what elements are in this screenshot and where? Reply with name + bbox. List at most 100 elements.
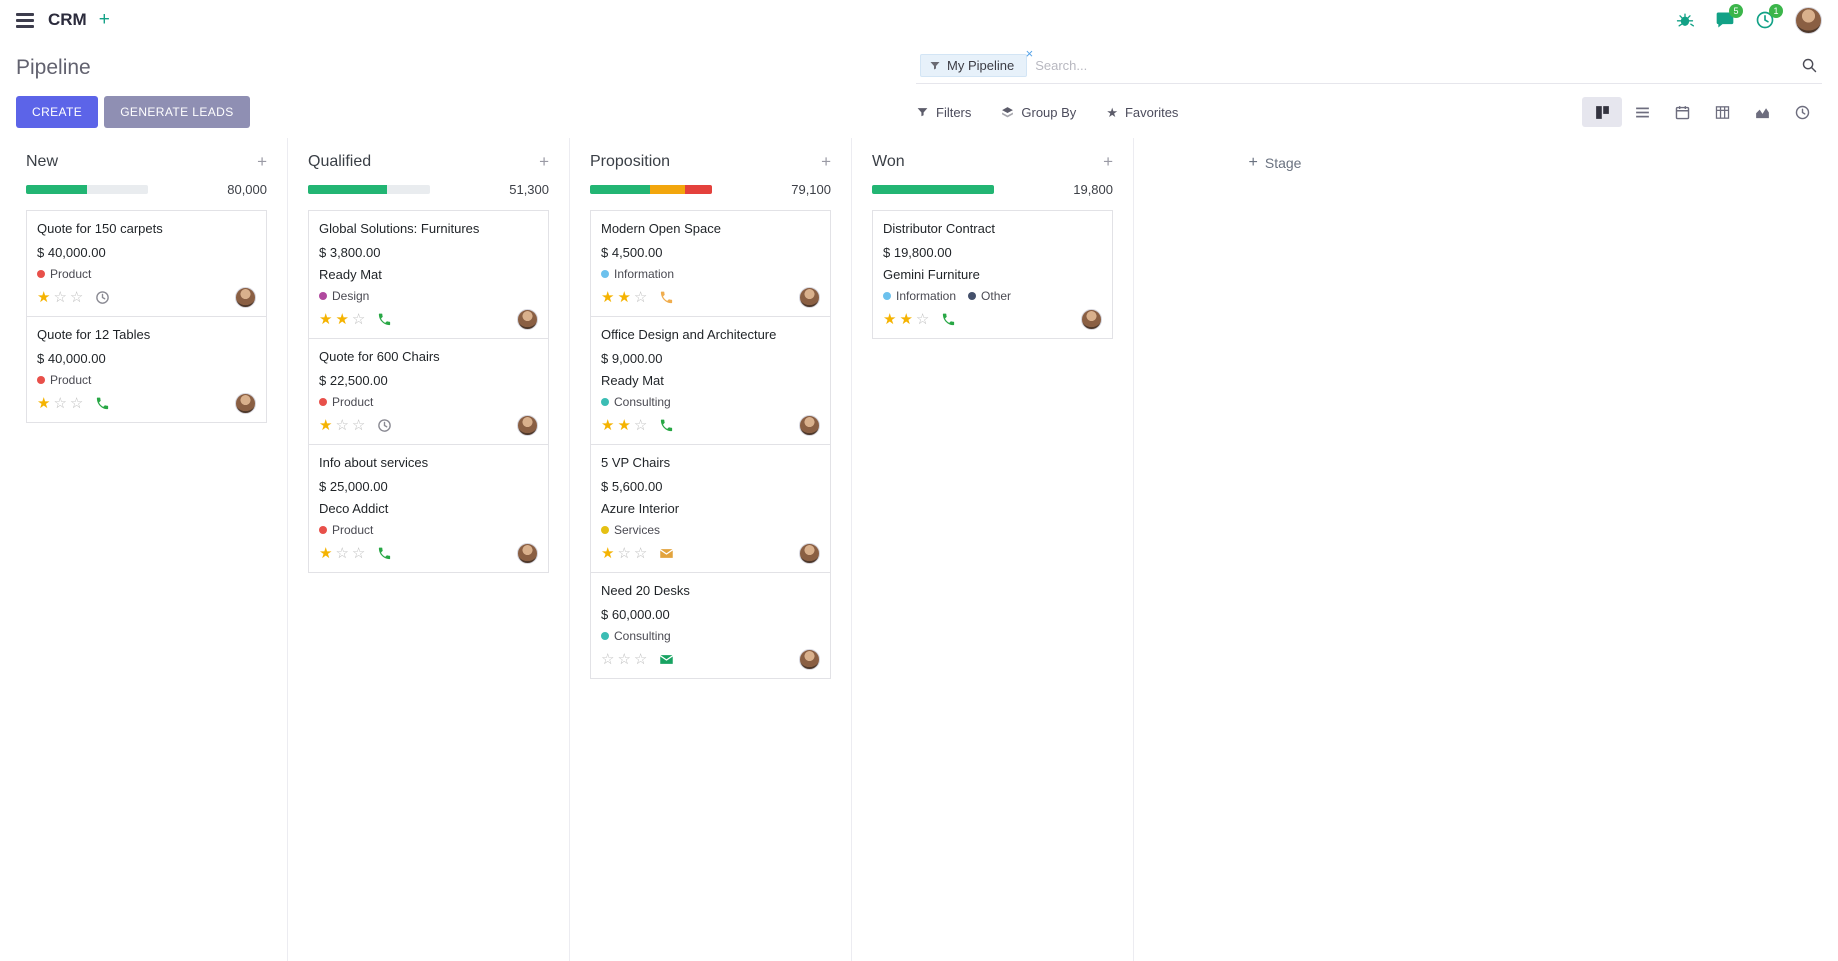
star-icon[interactable]: ★ [899, 311, 916, 328]
avatar[interactable] [799, 543, 820, 564]
stage-progressbar[interactable] [590, 185, 712, 194]
star-icon[interactable]: ☆ [53, 395, 70, 412]
star-icon[interactable]: ☆ [53, 289, 70, 306]
search-input[interactable] [1035, 58, 1793, 73]
add-card-button[interactable]: + [1103, 152, 1113, 171]
kanban-card[interactable]: Quote for 12 Tables $ 40,000.00 Product … [26, 316, 267, 423]
phone-icon[interactable] [941, 312, 956, 327]
avatar[interactable] [517, 309, 538, 330]
generate-leads-button[interactable]: GENERATE LEADS [104, 96, 250, 128]
messages-icon[interactable]: 5 [1715, 4, 1743, 30]
star-icon[interactable]: ☆ [601, 651, 618, 668]
star-icon[interactable]: ★ [335, 311, 352, 328]
avatar[interactable] [235, 393, 256, 414]
star-icon[interactable]: ☆ [335, 417, 352, 434]
user-avatar[interactable] [1795, 6, 1822, 34]
kanban-card[interactable]: 5 VP Chairs $ 5,600.00 Azure Interior Se… [590, 444, 831, 573]
star-icon[interactable]: ☆ [335, 545, 352, 562]
star-icon[interactable]: ★ [601, 417, 618, 434]
kanban-column: Proposition + 79,100 Modern Open Space $… [570, 138, 852, 961]
star-icon[interactable]: ★ [319, 417, 336, 434]
filters-button[interactable]: Filters [916, 105, 971, 120]
progress-segment[interactable] [590, 185, 650, 194]
star-icon[interactable]: ★ [319, 545, 336, 562]
star-icon[interactable]: ☆ [69, 395, 87, 412]
star-icon[interactable]: ★ [617, 417, 634, 434]
star-icon[interactable]: ☆ [351, 311, 369, 328]
facet-remove-icon[interactable]: × [1025, 46, 1034, 61]
apps-menu-icon[interactable] [16, 12, 34, 28]
view-calendar-button[interactable] [1662, 97, 1702, 127]
search-icon[interactable] [1801, 57, 1818, 74]
debug-bug-icon[interactable] [1675, 10, 1695, 30]
envelope-icon[interactable] [659, 546, 674, 561]
phone-icon[interactable] [377, 312, 392, 327]
star-icon[interactable]: ★ [601, 289, 618, 306]
add-card-button[interactable]: + [539, 152, 549, 171]
star-icon[interactable]: ★ [37, 289, 54, 306]
quick-add-icon[interactable]: + [98, 9, 110, 30]
star-icon[interactable]: ☆ [617, 545, 634, 562]
phone-icon[interactable] [95, 396, 110, 411]
favorites-button[interactable]: ★ Favorites [1106, 105, 1178, 120]
view-graph-button[interactable] [1742, 97, 1782, 127]
kanban-card[interactable]: Office Design and Architecture $ 9,000.0… [590, 316, 831, 445]
kanban-card[interactable]: Quote for 600 Chairs $ 22,500.00 Product… [308, 338, 549, 445]
create-button[interactable]: CREATE [16, 96, 99, 128]
stage-progressbar[interactable] [26, 185, 148, 194]
kanban-card[interactable]: Info about services $ 25,000.00 Deco Add… [308, 444, 549, 573]
progress-segment[interactable] [685, 185, 712, 194]
card-title: Global Solutions: Furnitures [319, 221, 480, 236]
star-icon[interactable]: ☆ [351, 417, 369, 434]
view-pivot-button[interactable] [1702, 97, 1742, 127]
avatar[interactable] [517, 415, 538, 436]
star-icon[interactable]: ☆ [633, 545, 651, 562]
envelope-icon[interactable] [659, 652, 674, 667]
view-list-button[interactable] [1622, 97, 1662, 127]
progress-segment[interactable] [308, 185, 388, 194]
activities-clock-icon[interactable]: 1 [1755, 4, 1783, 30]
phone-icon[interactable] [377, 546, 392, 561]
kanban-card[interactable]: Need 20 Desks $ 60,000.00 Consulting ☆☆☆ [590, 572, 831, 679]
star-icon[interactable]: ☆ [915, 311, 933, 328]
stage-progressbar[interactable] [308, 185, 430, 194]
avatar[interactable] [799, 649, 820, 670]
avatar[interactable] [799, 287, 820, 308]
star-icon[interactable]: ★ [601, 545, 618, 562]
phone-icon[interactable] [659, 290, 674, 305]
stage-progressbar[interactable] [872, 185, 994, 194]
star-icon[interactable]: ★ [319, 311, 336, 328]
progress-segment[interactable] [26, 185, 87, 194]
group-by-button[interactable]: Group By [1001, 105, 1076, 120]
progress-segment[interactable] [649, 185, 686, 194]
star-icon[interactable]: ★ [617, 289, 634, 306]
kanban-card[interactable]: Global Solutions: Furnitures $ 3,800.00 … [308, 210, 549, 339]
star-icon[interactable]: ☆ [617, 651, 634, 668]
star-icon[interactable]: ☆ [633, 417, 651, 434]
avatar[interactable] [1081, 309, 1102, 330]
view-activity-button[interactable] [1782, 97, 1822, 127]
star-icon[interactable]: ★ [37, 395, 54, 412]
avatar[interactable] [235, 287, 256, 308]
avatar[interactable] [799, 415, 820, 436]
clock-icon[interactable] [95, 290, 110, 305]
kanban-card[interactable]: Distributor Contract $ 19,800.00 Gemini … [872, 210, 1113, 339]
kanban-card[interactable]: Modern Open Space $ 4,500.00 Information… [590, 210, 831, 317]
add-card-button[interactable]: + [257, 152, 267, 171]
add-card-button[interactable]: + [821, 152, 831, 171]
search-facet[interactable]: My Pipeline × [920, 46, 1033, 77]
star-icon[interactable]: ☆ [69, 289, 87, 306]
add-stage-button[interactable]: + Stage [1249, 154, 1302, 172]
view-kanban-button[interactable] [1582, 97, 1622, 127]
phone-icon[interactable] [659, 418, 674, 433]
progress-segment[interactable] [872, 185, 994, 194]
app-name[interactable]: CRM [48, 10, 87, 29]
star-icon[interactable]: ☆ [351, 545, 369, 562]
star-icon[interactable]: ☆ [633, 651, 651, 668]
kanban-card[interactable]: Quote for 150 carpets $ 40,000.00 Produc… [26, 210, 267, 317]
avatar[interactable] [517, 543, 538, 564]
search-bar[interactable]: My Pipeline × [916, 46, 1822, 84]
star-icon[interactable]: ☆ [633, 289, 651, 306]
star-icon[interactable]: ★ [883, 311, 900, 328]
clock-icon[interactable] [377, 418, 392, 433]
